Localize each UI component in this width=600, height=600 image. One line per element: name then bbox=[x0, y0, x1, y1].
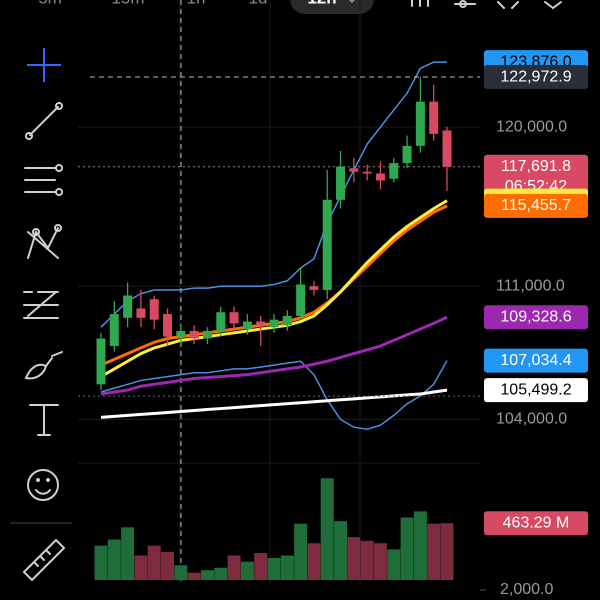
candle-body bbox=[309, 286, 319, 290]
volume-bar bbox=[240, 561, 254, 580]
prediction-tool[interactable] bbox=[23, 291, 59, 319]
candle-body bbox=[123, 295, 133, 318]
candle-body bbox=[163, 314, 173, 337]
candle-body bbox=[296, 284, 306, 316]
price-label: 122,972.9 bbox=[500, 68, 571, 85]
emoji-tool[interactable] bbox=[27, 469, 59, 501]
fullscreen-icon[interactable] bbox=[497, 1, 519, 9]
volume-bar bbox=[227, 555, 241, 580]
ruler-tool[interactable] bbox=[22, 538, 66, 582]
candle-body bbox=[242, 321, 252, 330]
volume-bar bbox=[320, 478, 334, 580]
candle-body bbox=[202, 330, 212, 339]
settings-knob bbox=[459, 0, 467, 8]
candle-body bbox=[269, 319, 279, 328]
y-tick-label: 120,000.0 bbox=[496, 118, 567, 135]
candle-body bbox=[362, 171, 372, 174]
candle-body bbox=[109, 314, 119, 347]
price-label-box bbox=[484, 154, 588, 199]
volume-bar bbox=[373, 543, 387, 580]
candle-body bbox=[96, 338, 106, 385]
candle-body bbox=[375, 173, 385, 181]
volume-bar bbox=[400, 517, 414, 580]
timeframe-tab: 12h bbox=[307, 0, 336, 7]
y-tick-label: 111,000.0 bbox=[496, 278, 565, 295]
price-label-box bbox=[484, 378, 588, 403]
volume-bar bbox=[147, 545, 161, 580]
volume-bar bbox=[214, 567, 228, 580]
volume-bar bbox=[360, 540, 374, 580]
volume-label-box bbox=[484, 511, 588, 536]
volume-bar bbox=[294, 523, 308, 580]
tool-bar bbox=[10, 48, 72, 582]
volume-bar bbox=[107, 539, 121, 580]
volume-label: 463.29 M bbox=[503, 514, 570, 531]
candle-body bbox=[216, 312, 226, 331]
volume-bar bbox=[427, 523, 441, 580]
volume-bar bbox=[174, 565, 188, 580]
volume-bar bbox=[134, 555, 148, 580]
active-tab[interactable] bbox=[290, 0, 374, 14]
price-label-box bbox=[484, 348, 588, 373]
volume-bar bbox=[94, 545, 108, 580]
tab-caret bbox=[349, 0, 355, 3]
line-tool[interactable] bbox=[25, 102, 63, 140]
candle-body bbox=[136, 308, 146, 318]
volume-bar bbox=[413, 511, 427, 580]
price-label-box bbox=[484, 305, 588, 330]
candle-body bbox=[415, 101, 425, 146]
top-icons bbox=[411, 0, 562, 10]
candle-body bbox=[282, 315, 292, 326]
candle-body bbox=[189, 330, 199, 339]
price-label-box bbox=[484, 65, 588, 90]
price-label: 117,691.8 bbox=[501, 158, 571, 175]
volume-bar bbox=[161, 551, 175, 580]
candle-body bbox=[322, 199, 332, 290]
timeframe-tab: 15m bbox=[111, 0, 144, 7]
lower-pane-tick-label: 2,000.0 bbox=[500, 581, 553, 598]
candle-body bbox=[389, 163, 399, 179]
candle-body bbox=[176, 330, 186, 337]
candle-body bbox=[149, 299, 159, 320]
candle-body bbox=[336, 166, 346, 200]
volume-bar bbox=[254, 553, 268, 580]
price-label: 109,328.6 bbox=[500, 308, 571, 325]
text-tool[interactable] bbox=[29, 404, 59, 436]
volume-bar bbox=[387, 549, 401, 580]
pattern-tool[interactable] bbox=[27, 224, 62, 259]
candle-body bbox=[402, 145, 412, 164]
candle-body bbox=[442, 130, 452, 167]
volume-bar bbox=[187, 572, 201, 580]
y-tick-label: 104,000.0 bbox=[496, 411, 567, 428]
volume-bar bbox=[121, 527, 135, 580]
timeframe-tab: 1d bbox=[249, 0, 268, 7]
candle-body bbox=[256, 321, 266, 326]
price-label: 105,499.2 bbox=[500, 381, 571, 398]
brush-tool[interactable] bbox=[24, 351, 63, 380]
volume-bar bbox=[267, 557, 281, 580]
volume-bar bbox=[347, 537, 361, 580]
fib-tool[interactable] bbox=[24, 164, 63, 196]
candle-body bbox=[349, 168, 359, 172]
candle-body bbox=[429, 101, 439, 134]
price-label: 107,034.4 bbox=[500, 352, 571, 369]
volume-bar bbox=[334, 521, 348, 580]
more-icon[interactable] bbox=[544, 1, 562, 10]
indicator-icon[interactable] bbox=[411, 0, 429, 7]
candle-body bbox=[229, 312, 239, 324]
timeframe-tab: 1h bbox=[187, 0, 206, 7]
indicator-line bbox=[100, 61, 447, 328]
price-label-box bbox=[484, 193, 588, 218]
volume-bar bbox=[440, 523, 454, 580]
crosshair-tool[interactable] bbox=[27, 48, 61, 82]
volume-bar bbox=[200, 570, 214, 580]
price-label: 115,455.7 bbox=[501, 197, 571, 214]
volume-bar bbox=[280, 555, 294, 580]
indicator-line bbox=[100, 315, 448, 396]
indicator-line bbox=[100, 360, 448, 430]
volume-bar bbox=[307, 543, 321, 580]
timeframe-tabs bbox=[290, 0, 374, 14]
timeframe-tab: 5m bbox=[38, 0, 62, 7]
